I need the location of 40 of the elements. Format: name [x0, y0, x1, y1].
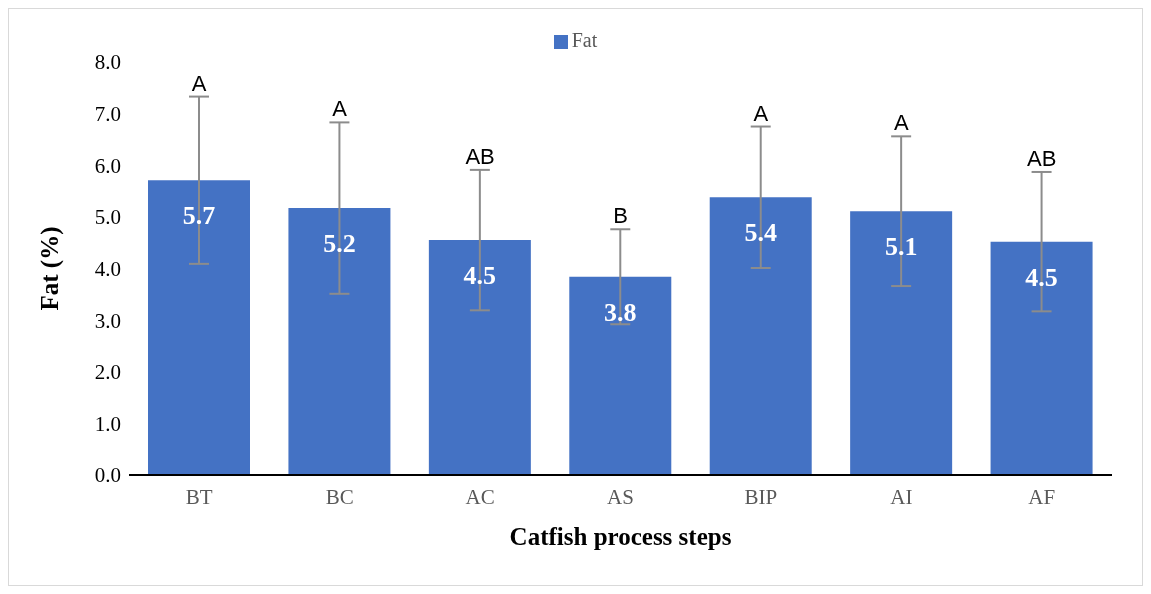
- bar: [990, 241, 1093, 475]
- data-label: 5.1: [884, 232, 918, 262]
- y-tick-label: 7.0: [94, 102, 121, 127]
- y-tick-label: 2.0: [94, 360, 121, 385]
- annotation: A: [332, 96, 348, 122]
- data-label: 5.2: [323, 229, 356, 259]
- annotation: A: [191, 70, 207, 96]
- data-label: 4.5: [1025, 262, 1058, 292]
- bar: [709, 197, 812, 475]
- annotation: A: [894, 110, 910, 136]
- x-tick-label: AS: [607, 484, 634, 509]
- y-tick-label: 0.0: [94, 463, 121, 488]
- x-tick-label: AC: [465, 484, 495, 509]
- annotation: B: [613, 203, 628, 229]
- y-tick-label: 8.0: [94, 50, 121, 75]
- annotation: A: [753, 100, 769, 126]
- y-tick-label: 5.0: [94, 205, 121, 230]
- y-tick-label: 1.0: [94, 411, 121, 436]
- data-label: 3.8: [604, 297, 637, 327]
- x-tick-label: AF: [1028, 484, 1056, 509]
- bar: [428, 240, 531, 475]
- y-axis-title: Fat (%): [35, 226, 64, 311]
- bar: [288, 208, 391, 475]
- y-tick-label: 4.0: [94, 256, 121, 281]
- annotation: AB: [1027, 145, 1057, 171]
- x-tick-label: BC: [325, 484, 354, 509]
- annotation: AB: [465, 143, 495, 169]
- y-tick-label: 6.0: [94, 153, 121, 178]
- bar: [569, 276, 672, 475]
- data-label: 5.7: [182, 201, 216, 231]
- x-axis-title: Catfish process steps: [509, 523, 732, 550]
- data-label: 4.5: [463, 261, 497, 291]
- legend-label: Fat: [571, 29, 598, 51]
- x-tick-label: BIP: [744, 484, 778, 509]
- bar: [148, 180, 250, 475]
- x-tick-label: BT: [185, 484, 213, 509]
- x-tick-label: AI: [890, 484, 913, 509]
- bar: [850, 211, 953, 475]
- data-label: 5.4: [744, 218, 777, 248]
- y-tick-label: 3.0: [94, 308, 121, 333]
